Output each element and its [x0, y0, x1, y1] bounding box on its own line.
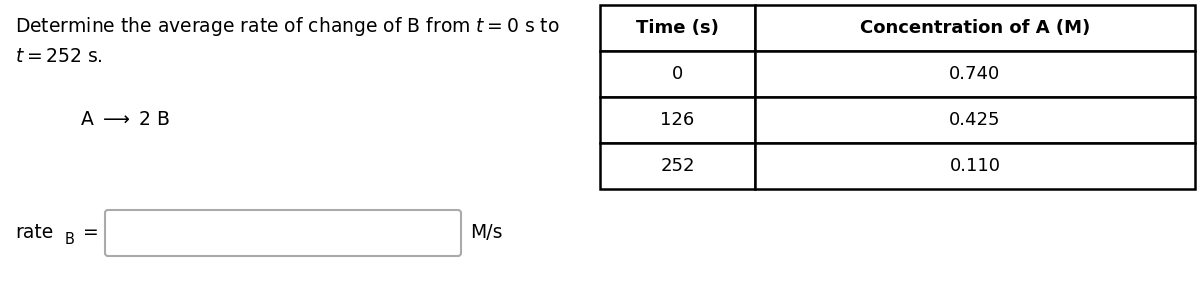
Bar [600, 51, 755, 97]
Bar [755, 97, 1195, 143]
Text: rate: rate [14, 223, 53, 242]
Text: 0: 0 [672, 65, 683, 83]
Text: B: B [65, 232, 74, 247]
Text: 126: 126 [660, 111, 695, 129]
Text: 0.425: 0.425 [949, 111, 1001, 129]
Text: Determine the average rate of change of B from $t = 0$ s to: Determine the average rate of change of … [14, 15, 559, 38]
Text: Time (s): Time (s) [636, 19, 719, 37]
Bar [600, 5, 755, 51]
Text: =: = [77, 223, 98, 242]
Text: Concentration of A (M): Concentration of A (M) [860, 19, 1090, 37]
Text: 252: 252 [660, 157, 695, 175]
Text: 0.740: 0.740 [949, 65, 1001, 83]
Bar [755, 5, 1195, 51]
Text: 0.110: 0.110 [949, 157, 1001, 175]
Text: A $\longrightarrow$ 2 B: A $\longrightarrow$ 2 B [80, 110, 170, 129]
Text: $t = 252$ s.: $t = 252$ s. [14, 47, 103, 66]
Bar [755, 51, 1195, 97]
Text: M/s: M/s [470, 223, 503, 242]
Bar [600, 97, 755, 143]
FancyBboxPatch shape [106, 210, 461, 256]
Bar [755, 143, 1195, 189]
Bar [600, 143, 755, 189]
